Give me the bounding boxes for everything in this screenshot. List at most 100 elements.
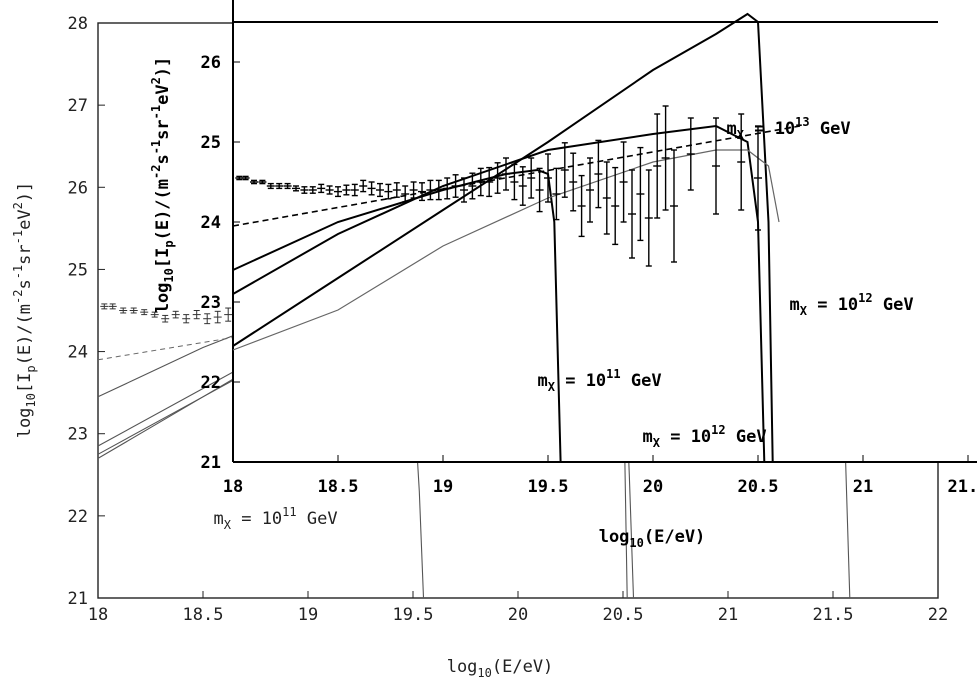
inset-series-line bbox=[232, 125, 801, 227]
inset-data-point bbox=[636, 146, 645, 242]
outer-data-point bbox=[100, 303, 109, 310]
inset-series-line bbox=[232, 168, 562, 463]
inset-data-point bbox=[544, 153, 552, 203]
inset-data-point bbox=[434, 179, 443, 201]
inset-annotation: mX = 1012 GeV bbox=[643, 423, 767, 450]
outer-data-point bbox=[108, 303, 117, 310]
inset-chart: 18 18.5 19 19.5 20 20.5 21 21.5 21 22 23 24 25 26 mX =… bbox=[149, 0, 977, 550]
inset-data-point bbox=[468, 172, 477, 200]
inset-data-point bbox=[292, 185, 300, 192]
inset-series-line bbox=[232, 149, 780, 351]
inset-data-point bbox=[418, 182, 426, 202]
inset-data-point bbox=[611, 166, 620, 246]
inset-data-point bbox=[712, 117, 720, 215]
inset-data-point bbox=[401, 185, 410, 203]
outer-data-point bbox=[161, 314, 170, 323]
outer-x-tick-label: 19.5 bbox=[393, 605, 434, 625]
inset-series-line bbox=[232, 124, 766, 463]
inset-x-tick-label: 18 bbox=[223, 477, 243, 497]
inset-data-point bbox=[577, 174, 586, 238]
inset-data-point bbox=[754, 125, 762, 231]
inset-data-point bbox=[476, 167, 485, 197]
outer-data-point bbox=[213, 310, 222, 324]
inset-x-tick-label: 18.5 bbox=[318, 477, 359, 497]
inset-data-point bbox=[392, 182, 401, 198]
inset-data-point bbox=[367, 181, 376, 196]
outer-y-tick-label: 24 bbox=[68, 343, 88, 363]
inset-data-point bbox=[510, 163, 519, 201]
inset-y-tick-label: 24 bbox=[201, 213, 221, 233]
outer-x-tick-label: 21.5 bbox=[813, 605, 854, 625]
inset-x-axis-label: log10(E/eV) bbox=[599, 527, 706, 550]
outer-x-tick-label: 20 bbox=[508, 605, 528, 625]
inset-data-point bbox=[594, 139, 603, 209]
outer-annotation: mX = 1011 GeV bbox=[214, 505, 338, 532]
inset-data-point bbox=[317, 183, 326, 194]
inset-data-point bbox=[325, 185, 334, 195]
inset-y-tick-label: 22 bbox=[201, 373, 221, 393]
inset-data-point bbox=[493, 162, 502, 194]
outer-x-axis-label: log10(E/eV) bbox=[447, 657, 554, 680]
inset-data-point bbox=[485, 166, 494, 198]
outer-x-tick-label: 18 bbox=[88, 605, 108, 625]
inset-data-point bbox=[653, 113, 662, 219]
inset-annotation: mX = 1013 GeV bbox=[727, 115, 851, 142]
inset-data-point bbox=[359, 179, 368, 193]
inset-data-point bbox=[619, 141, 628, 223]
inset-data-point bbox=[451, 174, 460, 198]
outer-data-point bbox=[150, 311, 159, 318]
inset-data-point bbox=[670, 149, 678, 263]
inset-data-point bbox=[376, 182, 384, 198]
outer-y-tick-label: 22 bbox=[68, 507, 88, 527]
inset-data-point bbox=[258, 179, 267, 185]
inset-data-point bbox=[342, 184, 351, 196]
inset-data-point bbox=[602, 161, 611, 235]
inset-data-point bbox=[250, 179, 258, 185]
outer-data-point bbox=[182, 314, 191, 324]
outer-y-tick-label: 27 bbox=[68, 96, 88, 116]
outer-x-tick-label: 21 bbox=[718, 605, 738, 625]
inset-x-tick-label: 20 bbox=[643, 477, 663, 497]
outer-data-point bbox=[119, 307, 128, 314]
inset-data-point bbox=[560, 142, 569, 198]
inset-data-point bbox=[569, 152, 578, 212]
inset-data-point bbox=[737, 113, 746, 211]
inset-annotation: mX = 1012 GeV bbox=[790, 291, 914, 318]
inset-data-point bbox=[527, 157, 536, 199]
outer-x-tick-label: 19 bbox=[298, 605, 318, 625]
inset-data-point bbox=[409, 181, 418, 199]
inset-annotation: mX = 1011 GeV bbox=[538, 367, 662, 394]
outer-x-tick-label: 22 bbox=[928, 605, 948, 625]
inset-data-point bbox=[443, 177, 452, 200]
outer-data-point bbox=[129, 307, 138, 314]
inset-data-point bbox=[384, 183, 393, 200]
inset-data-point bbox=[628, 169, 636, 259]
outer-y-tick-label: 28 bbox=[68, 14, 88, 34]
inset-data-point bbox=[535, 167, 544, 213]
outer-data-point bbox=[192, 310, 201, 320]
inset-data-point bbox=[275, 182, 284, 190]
inset-data-point bbox=[518, 166, 527, 206]
inset-data-point bbox=[460, 177, 468, 203]
outer-y-tick-label: 21 bbox=[68, 589, 88, 609]
inset-y-axis-label: log10[Ip(E)/(m-2s-1sr-1eV2)] bbox=[149, 57, 176, 314]
outer-data-point bbox=[203, 313, 212, 325]
inset-data-point bbox=[502, 157, 510, 191]
outer-x-tick-label: 18.5 bbox=[183, 605, 224, 625]
outer-y-axis-label: log10[Ip(E)/(m-2s-1sr-1eV2)] bbox=[11, 182, 38, 439]
inset-x-tick-label: 21 bbox=[853, 477, 873, 497]
outer-data-point bbox=[171, 310, 180, 319]
outer-data-point bbox=[224, 307, 233, 322]
inset-data-point bbox=[426, 179, 435, 201]
inset-x-tick-label: 19.5 bbox=[528, 477, 569, 497]
inset-y-tick-label: 25 bbox=[201, 133, 221, 153]
inset-data-point bbox=[350, 183, 359, 197]
inset-data-point bbox=[334, 186, 342, 198]
inset-x-tick-label: 21.5 bbox=[948, 477, 977, 497]
inset-series-line bbox=[232, 12, 774, 463]
inset-data-point bbox=[300, 186, 309, 194]
inset-data-point bbox=[241, 175, 250, 181]
outer-y-tick-label: 25 bbox=[68, 260, 88, 280]
inset-data-point bbox=[552, 167, 561, 221]
